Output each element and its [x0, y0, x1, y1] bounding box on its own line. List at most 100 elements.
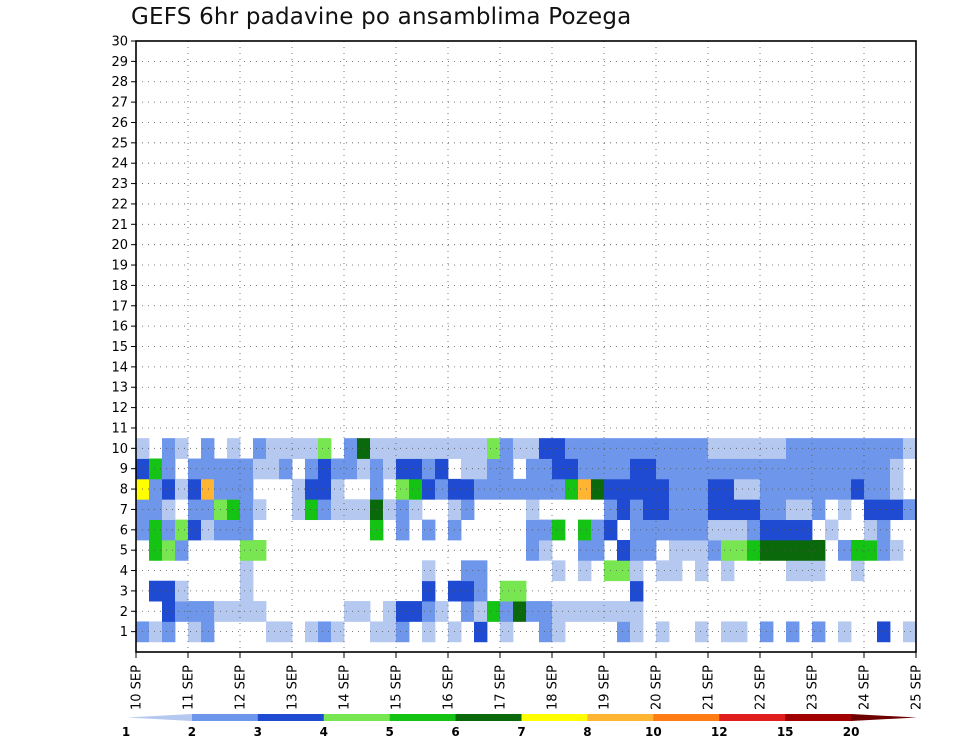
heatmap-cell: [617, 499, 631, 521]
heatmap-cell: [643, 438, 657, 459]
heatmap-cell: [305, 621, 319, 643]
colorbar-segment: [587, 714, 654, 721]
heatmap-cell: [630, 478, 644, 500]
heatmap-cell: [240, 539, 254, 561]
heatmap-cell: [890, 499, 904, 521]
y-tick-label: 17: [111, 299, 128, 314]
x-tick-label: 11 SEP: [182, 665, 197, 710]
heatmap-cell: [695, 519, 709, 541]
heatmap-cell: [162, 458, 176, 480]
heatmap-cell: [812, 478, 826, 500]
heatmap-cell: [903, 499, 917, 521]
heatmap-cell: [591, 601, 605, 622]
heatmap-cell: [396, 438, 410, 459]
heatmap-cell: [786, 560, 800, 582]
heatmap-cell: [175, 580, 189, 602]
heatmap-cell: [240, 601, 254, 622]
heatmap-cell: [851, 458, 865, 480]
heatmap-cell: [461, 438, 475, 459]
heatmap-cell: [227, 499, 241, 521]
heatmap-cell: [591, 438, 605, 459]
y-tick-label: 4: [120, 564, 128, 579]
colorbar-segment: [126, 714, 192, 721]
heatmap-cell: [825, 478, 839, 500]
heatmap-cell: [253, 499, 267, 521]
heatmap-cell: [487, 438, 501, 459]
x-tick-label: 10 SEP: [130, 665, 145, 710]
heatmap-cell: [721, 539, 735, 561]
heatmap-cell: [409, 601, 423, 622]
colorbar-segment: [521, 714, 588, 721]
heatmap-cell: [721, 499, 735, 521]
heatmap-cell: [799, 458, 813, 480]
heatmap-cell: [747, 539, 761, 561]
heatmap-cell: [747, 478, 761, 500]
heatmap-cell: [773, 478, 787, 500]
heatmap-cell: [552, 438, 566, 459]
colorbar-segment: [653, 714, 720, 721]
heatmap-cell: [890, 539, 904, 561]
y-tick-label: 11: [111, 421, 128, 436]
heatmap-cell: [513, 478, 527, 500]
y-tick-label: 26: [111, 116, 128, 131]
heatmap-cell: [409, 478, 423, 500]
heatmap-cell: [669, 539, 683, 561]
heatmap-cell: [695, 458, 709, 480]
y-tick-label: 18: [111, 279, 128, 294]
heatmap-cell: [617, 458, 631, 480]
heatmap-cell: [162, 519, 176, 541]
heatmap-cell: [201, 499, 215, 521]
heatmap-cell: [578, 601, 592, 622]
colorbar-label: 10: [645, 725, 662, 739]
heatmap-cell: [578, 438, 592, 459]
heatmap-cell: [812, 560, 826, 582]
heatmap-cell: [435, 478, 449, 500]
y-tick-label: 16: [111, 320, 128, 335]
heatmap-cell: [500, 458, 514, 480]
y-tick-label: 30: [111, 35, 128, 50]
heatmap-cell: [786, 621, 800, 643]
y-tick-label: 20: [111, 238, 128, 253]
heatmap-cell: [617, 478, 631, 500]
heatmap-cell: [630, 499, 644, 521]
heatmap-cell: [669, 560, 683, 582]
heatmap-cell: [734, 519, 748, 541]
x-tick-label: 20 SEP: [650, 665, 665, 710]
heatmap-cell: [474, 601, 488, 622]
heatmap-cell: [149, 539, 163, 561]
y-tick-label: 9: [120, 462, 128, 477]
heatmap-cell: [149, 519, 163, 541]
x-tick-label: 15 SEP: [390, 665, 405, 710]
heatmap-cell: [188, 621, 202, 643]
y-tick-label: 14: [111, 360, 128, 375]
heatmap-cell: [591, 458, 605, 480]
heatmap-cells: [136, 438, 917, 643]
heatmap-cell: [266, 621, 280, 643]
x-tick-label: 12 SEP: [234, 665, 249, 710]
heatmap-cell: [539, 519, 553, 541]
heatmap-cell: [318, 621, 332, 643]
heatmap-cell: [617, 539, 631, 561]
heatmap-cell: [396, 478, 410, 500]
y-tick-label: 12: [111, 401, 128, 416]
heatmap-cell: [825, 438, 839, 459]
heatmap-cell: [864, 438, 878, 459]
y-tick-label: 25: [111, 136, 128, 151]
heatmap-cell: [591, 478, 605, 500]
heatmap-cell: [669, 478, 683, 500]
heatmap-cell: [240, 478, 254, 500]
heatmap-cell: [500, 580, 514, 602]
heatmap-cell: [240, 580, 254, 602]
heatmap-cell: [422, 519, 436, 541]
heatmap-cell: [708, 539, 722, 561]
heatmap-cell: [630, 621, 644, 643]
heatmap-cell: [864, 458, 878, 480]
heatmap-cell: [591, 519, 605, 541]
heatmap-cell: [305, 438, 319, 459]
heatmap-cell: [721, 519, 735, 541]
heatmap-cell: [357, 438, 371, 459]
heatmap-cell: [162, 499, 176, 521]
y-tick-label: 6: [120, 523, 128, 538]
chart-title: GEFS 6hr padavine po ansamblima Pozega: [131, 4, 632, 30]
heatmap-cell: [578, 519, 592, 541]
